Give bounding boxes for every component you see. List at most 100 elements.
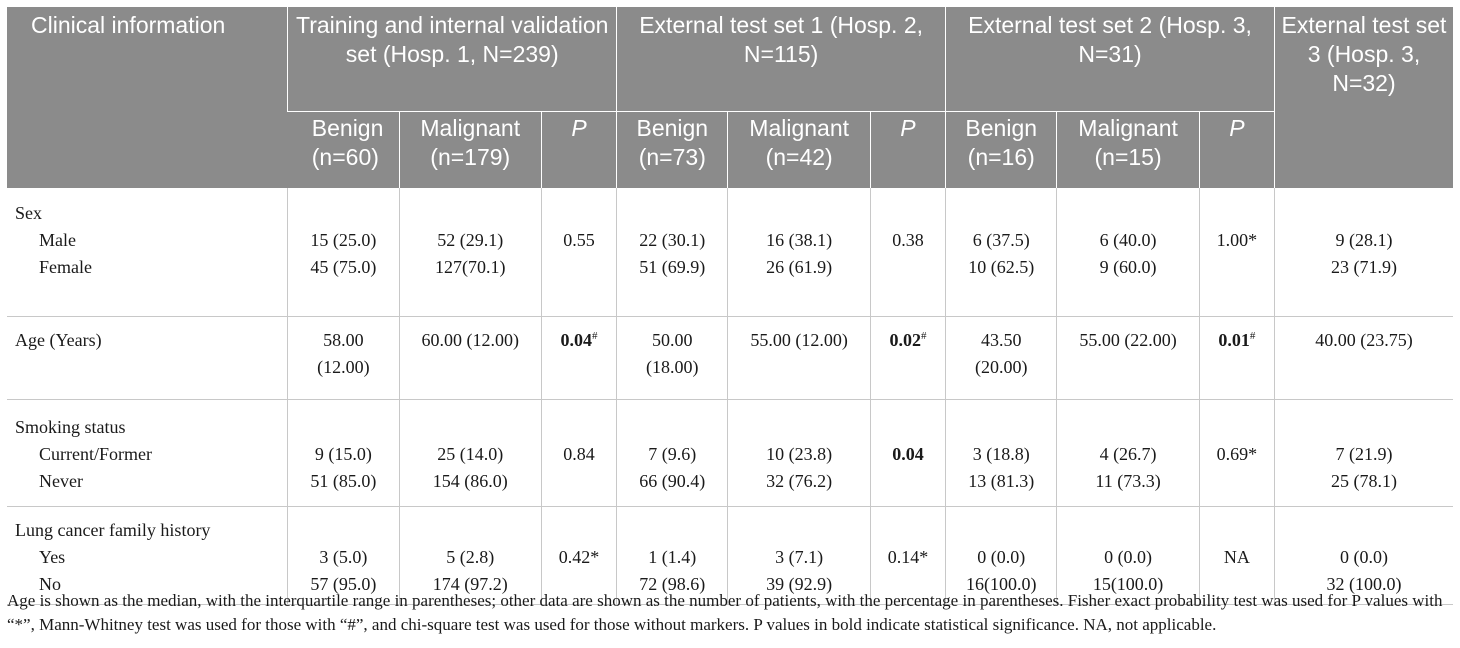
table-cell: 0.04# [540,316,617,400]
table-cell: 4 (26.7) 11 (73.3) [1056,399,1200,507]
header-malignant-1: Malignant (n=179) [398,111,542,188]
row-sublabel: Female [39,257,92,277]
cell-value: 7 (21.9) [1335,444,1393,464]
cell-value: 11 (73.3) [1095,471,1161,491]
table-cell: 0.42* [540,506,617,605]
table-cell: 1 (1.4) 72 (98.6) [616,506,728,605]
cell-value: 45 (75.0) [310,257,377,277]
row-label: Smoking status [15,417,126,437]
table-cell: 1.00* [1198,188,1275,317]
cell-value: 40.00 (23.75) [1315,330,1413,350]
row-sublabel: Never [39,471,83,491]
table-cell: 7 (9.6) 66 (90.4) [616,399,728,507]
table-cell: 10 (23.8) 32 (76.2) [727,399,871,507]
cell-value: 50.00 [652,330,693,350]
table-cell: 9 (28.1) 23 (71.9) [1273,188,1453,317]
cell-value: 0 (0.0) [1339,547,1388,567]
header-group-external-3: External test set 3 (Hosp. 3, N=32) [1273,7,1453,188]
cell-value: 9 (28.1) [1335,230,1393,250]
cell-value: 127(70.1) [435,257,506,277]
cell-value: 51 (85.0) [310,471,377,491]
table-footnote: Age is shown as the median, with the int… [7,591,1443,634]
row-sublabel: Yes [39,547,66,567]
table-cell: 6 (37.5) 10 (62.5) [945,188,1057,317]
cell-value: 15 (25.0) [310,230,377,250]
cell-value: 23 (71.9) [1330,257,1397,277]
table-cell: 0.55 [540,188,617,317]
header-group-training: Training and internal validation set (Ho… [287,7,617,112]
cell-value: 16(100.0) [965,574,1037,594]
cell-value: 3 (18.8) [972,444,1030,464]
cell-value: 51 (69.9) [639,257,706,277]
table-cell: 55.00 (12.00) [727,316,871,400]
cell-value: 3 (5.0) [319,547,368,567]
table-cell: 60.00 (12.00) [398,316,542,400]
cell-value: 52 (29.1) [437,230,504,250]
cell-value: 174 (97.2) [432,574,508,594]
cell-value: 4 (26.7) [1099,444,1157,464]
cell-value: 6 (37.5) [972,230,1030,250]
table-row: Smoking status Current/Former Never 9 (1… [7,399,1453,507]
p-value: 0.84 [563,444,595,464]
row-sublabel: Current/Former [39,444,152,464]
cell-value: 39 (92.9) [766,574,833,594]
table-cell: 0.69* [1198,399,1275,507]
p-value-significant: 0.04 [892,444,924,464]
cell-value: 10 (62.5) [968,257,1035,277]
cell-value: (18.00) [646,357,699,377]
p-value: 0.55 [563,230,595,250]
table-cell: 3 (18.8) 13 (81.3) [945,399,1057,507]
cell-value: 10 (23.8) [766,444,833,464]
p-value: 0.38 [892,230,924,250]
cell-value: 25 (14.0) [437,444,504,464]
table-cell: 50.00 (18.00) [616,316,728,400]
table-cell: 52 (29.1) 127(70.1) [398,188,542,317]
header-benign-1: Benign (n=60) [287,111,400,188]
p-value-significant: 0.04 [560,330,593,350]
row-sublabel: No [39,574,61,594]
table-cell: 0.84 [540,399,617,507]
table-cell: 43.50 (20.00) [945,316,1057,400]
p-value-significant: 0.01 [1218,330,1250,350]
row-label-cell: Smoking status Current/Former Never [7,399,288,507]
cell-value: 0 (0.0) [977,547,1026,567]
table-cell: 3 (5.0) 57 (95.0) [287,506,400,605]
table-cell: 25 (14.0) 154 (86.0) [398,399,542,507]
cell-value: 9 (15.0) [314,444,372,464]
table-cell: 6 (40.0) 9 (60.0) [1056,188,1200,317]
cell-value: 66 (90.4) [639,471,706,491]
table-cell: 7 (21.9) 25 (78.1) [1273,399,1453,507]
cell-value: 0 (0.0) [1104,547,1153,567]
p-value: 0.69* [1216,444,1258,464]
cell-value: 3 (7.1) [775,547,824,567]
cell-value: 5 (2.8) [446,547,495,567]
row-label-cell: Age (Years) [7,316,288,400]
cell-value: 1 (1.4) [648,547,697,567]
p-value-marker: # [1249,330,1256,342]
cell-value: 22 (30.1) [639,230,706,250]
cell-value: 60.00 (12.00) [421,330,520,350]
cell-value: 32 (76.2) [766,471,833,491]
table-cell: 55.00 (22.00) [1056,316,1200,400]
row-sublabel: Male [39,230,76,250]
table-row: Sex Male Female 15 (25.0) 45 (75.0) 52 (2… [7,188,1453,317]
clinical-information-table: Clinical information Training and intern… [7,7,1453,605]
table-cell: 0 (0.0) 15(100.0) [1056,506,1200,605]
table-cell: NA [1198,506,1275,605]
header-group-external-1: External test set 1 (Hosp. 2, N=115) [616,7,946,112]
p-value-marker: # [592,330,598,342]
table-cell: 58.00 (12.00) [287,316,400,400]
table-cell: 40.00 (23.75) [1273,316,1453,400]
cell-value: 9 (60.0) [1099,257,1157,277]
cell-value: (12.00) [317,357,370,377]
p-value: 1.00* [1216,230,1258,250]
table-cell: 0.38 [869,188,946,317]
table-cell: 15 (25.0) 45 (75.0) [287,188,400,317]
cell-value: 57 (95.0) [310,574,377,594]
table-cell: 0.01# [1198,316,1275,400]
header-benign-2: Benign (n=73) [616,111,728,188]
row-label-cell: Lung cancer family history Yes No [7,506,288,605]
table-cell: 0 (0.0) 16(100.0) [945,506,1057,605]
table-cell: 0 (0.0) 32 (100.0) [1273,506,1453,605]
table-cell: 0.04 [869,399,946,507]
